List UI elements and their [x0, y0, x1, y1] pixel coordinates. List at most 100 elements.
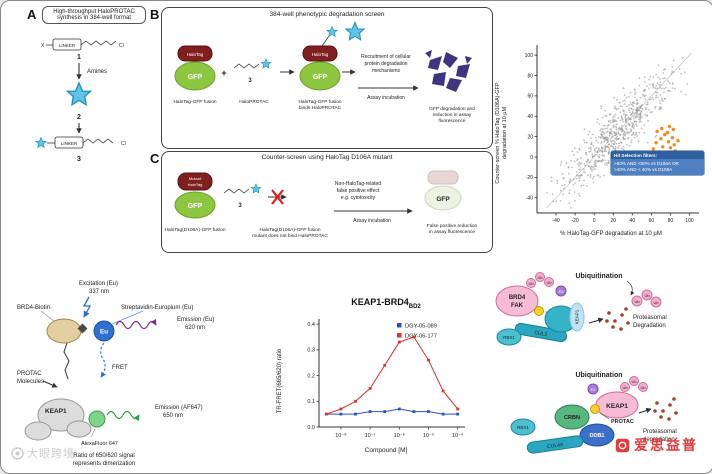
scatter-point [603, 163, 606, 166]
recruitment-line3: mechanisms [372, 68, 401, 74]
scatter-point [605, 136, 607, 139]
rbx1-label: RBX1 [517, 425, 529, 430]
halotag-gfp-fusion-bound: HaloTag GFP [299, 25, 341, 91]
y-tick-label: 80 [527, 73, 533, 79]
mutant-label-line2: HaloTag [188, 182, 203, 187]
scatter-point [556, 182, 559, 185]
scatter-point [628, 109, 630, 112]
scatter-point [603, 174, 605, 177]
scatter-point [603, 133, 606, 135]
star-icon [250, 183, 262, 194]
brd4-blob [46, 318, 88, 344]
series-marker-DGY-06-177 [441, 389, 445, 393]
scatter-point [644, 108, 647, 111]
scatter-point [680, 90, 682, 93]
scatter-point [596, 118, 599, 121]
ubiquitination-diagrams: Ubiquitination Ub Ub Ub BRD4 FAK Ub Ub U… [495, 272, 678, 454]
scatter-point [618, 126, 621, 129]
scatter-point [659, 94, 662, 96]
degraded-gfp-fragments [425, 50, 472, 92]
star-icon [325, 25, 339, 38]
scatter-point [638, 77, 641, 80]
scatter-point [624, 138, 627, 140]
scatter-point [622, 87, 625, 90]
scatter-point [584, 171, 586, 174]
scatter-point [623, 113, 625, 116]
scatter-point [669, 82, 671, 84]
scatter-point [583, 179, 585, 182]
scatter-point [634, 109, 637, 112]
panel-c-box: Counter-screen using HaloTag D106A mutan… [161, 151, 493, 253]
scatter-point [596, 160, 599, 163]
series-marker-DGY-05-089 [427, 410, 430, 413]
keap1-blob: KEAP1 [24, 398, 92, 441]
series-marker-DGY-06-177 [339, 407, 343, 411]
proteasomal-deg-bottom-line2: degradation [643, 437, 675, 443]
watermark-left: 大眼跨境 [11, 445, 75, 461]
y-tick-label: 20 [527, 134, 533, 140]
scatter-point [620, 130, 623, 133]
scatter-point [664, 68, 666, 71]
scatter-point [583, 168, 585, 171]
brd4-biotin-label: BRD4-Biotin [17, 305, 50, 311]
hit-point [661, 145, 665, 149]
scatter-point [608, 149, 610, 152]
scatter-point [592, 168, 595, 171]
ub-label: Ub [653, 300, 659, 305]
scatter-point [601, 133, 604, 136]
scatter-point [630, 134, 633, 137]
scatter-point [570, 159, 572, 162]
series-marker-DGY-06-177 [354, 399, 357, 403]
scatter-point [591, 169, 593, 172]
scatter-point [603, 136, 606, 139]
scatter-point [671, 87, 674, 89]
scatter-point [660, 97, 663, 100]
scatter-point [615, 123, 618, 125]
scatter-point [583, 141, 586, 144]
cul3-label: CUL3 [534, 330, 548, 338]
scatter-point [573, 191, 576, 193]
scatter-point [591, 153, 594, 156]
scatter-point [556, 179, 559, 182]
hit-filter-line1: >50% AND <50% vs D106A OR [614, 161, 679, 166]
scatter-point [659, 81, 662, 84]
halotag-gfp-fusion-1: HaloTag GFP [174, 45, 216, 91]
scatter-point [560, 161, 563, 164]
scatter-point [643, 95, 646, 98]
scatter-point [619, 119, 622, 122]
scatter-point [622, 148, 625, 151]
series-line-DGY-06-177 [326, 336, 459, 415]
panel-c-scheme: Mutant HaloTag GFP HaloTag(D106A)-GFP fu… [165, 170, 478, 239]
scatter-point [613, 115, 616, 118]
x-tick-label: -40 [552, 218, 559, 224]
scatter-point [602, 159, 605, 162]
scatter-point [592, 144, 595, 147]
scatter-point [589, 165, 592, 168]
scatter-point [671, 70, 674, 73]
scatter-point [633, 136, 636, 139]
scatter-point [575, 177, 578, 180]
x-tick-label: 10⁻⁴ [452, 432, 464, 439]
scatter-point [663, 91, 665, 93]
result-line2: in assay fluorescence [429, 229, 475, 235]
scatter-point [624, 115, 627, 118]
scatter-point [644, 81, 646, 83]
scatter-point [678, 68, 681, 71]
y-tick-label: 0.2 [307, 373, 315, 379]
scatter-point [598, 123, 601, 125]
compound-3-number: 3 [248, 78, 252, 84]
trfret-x-axis-label: Compound [M] [364, 447, 408, 454]
scatter-point [592, 177, 594, 180]
scatter-point [622, 129, 624, 132]
scatter-point [636, 135, 638, 138]
excitation-bolt-icon [82, 296, 92, 318]
scatter-point [647, 119, 649, 122]
scatter-point [580, 184, 583, 187]
scatter-point [604, 159, 606, 162]
series-line-DGY-05-089 [326, 408, 458, 415]
scatter-point [669, 90, 671, 93]
x-tick-label: 10⁻⁵ [423, 432, 434, 439]
watermark-right-text: 爱思益普 [634, 437, 698, 453]
hit-point [672, 143, 676, 147]
scatter-point [605, 150, 608, 153]
